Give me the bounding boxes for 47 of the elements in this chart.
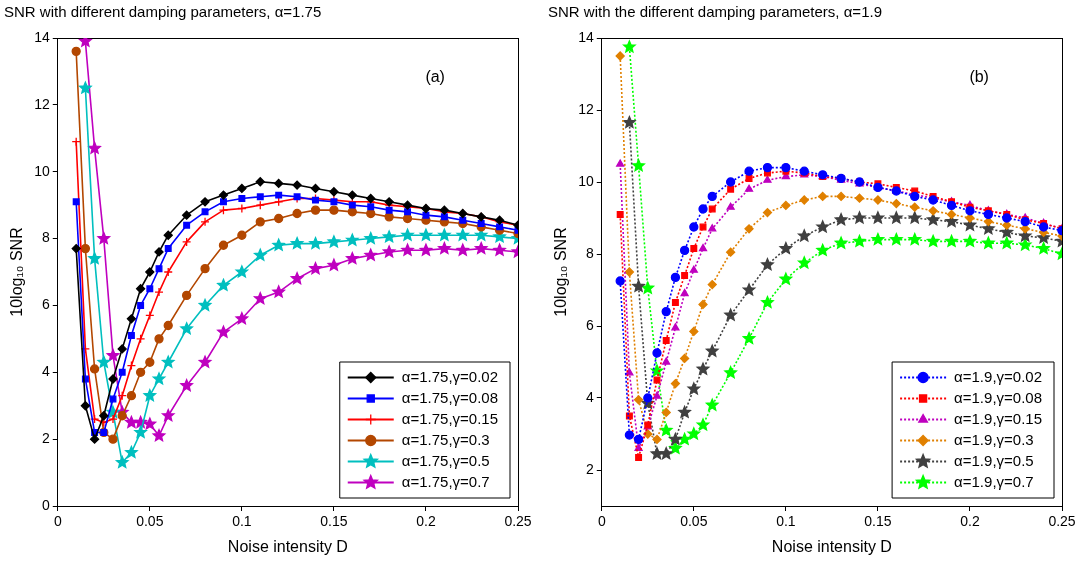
legend-label: α=1.9,γ=0.3: [954, 430, 1034, 448]
y-tick-label: 12: [34, 95, 50, 112]
y-tick-label: 8: [585, 244, 594, 261]
legend-label: α=1.75,γ=0.5: [401, 451, 490, 469]
legend-label: α=1.9,γ=0.02: [954, 367, 1042, 385]
y-tick-label: 4: [585, 388, 594, 405]
y-tick-label: 4: [41, 363, 50, 380]
legend-label: α=1.9,γ=0.15: [954, 409, 1042, 427]
x-tick-label: 0.15: [864, 513, 892, 530]
legend-label: α=1.75,γ=0.08: [401, 388, 498, 406]
y-tick-label: 10: [578, 172, 594, 189]
chart-title: SNR with different damping parameters, α=1.75: [4, 3, 322, 21]
annotation: (a): [425, 68, 445, 86]
x-tick-label: 0.2: [416, 513, 436, 530]
y-tick-label: 6: [585, 316, 594, 333]
x-tick-label: 0.25: [1048, 513, 1076, 530]
legend-label: α=1.9,γ=0.08: [954, 388, 1042, 406]
x-tick-label: 0.05: [136, 513, 164, 530]
x-axis-title: Noise intensity D: [771, 537, 892, 555]
y-tick-label: 8: [41, 229, 50, 246]
chart-title: SNR with the different damping parameters, α=1.9: [548, 3, 882, 21]
y-tick-label: 2: [585, 460, 594, 477]
x-tick-label: 0.15: [320, 513, 348, 530]
legend-label: α=1.75,γ=0.7: [401, 472, 490, 490]
y-tick-label: 2: [41, 430, 50, 446]
y-tick-label: 0: [41, 496, 50, 513]
x-tick-label: 0.2: [960, 513, 980, 530]
x-tick-label: 0.1: [232, 513, 252, 530]
y-tick-label: 14: [34, 28, 50, 45]
legend-label: α=1.75,γ=0.02: [401, 367, 498, 385]
x-tick-label: 0.05: [680, 513, 708, 530]
x-tick-label: 0: [597, 513, 606, 530]
x-axis-title: Noise intensity D: [227, 537, 348, 555]
x-tick-label: 0.1: [776, 513, 796, 530]
y-axis-title: 10log₁₀ SNR: [552, 227, 570, 317]
x-tick-label: 0: [53, 513, 62, 530]
legend-label: α=1.9,γ=0.7: [954, 472, 1034, 490]
x-tick-label: 0.25: [504, 513, 532, 530]
y-tick-label: 12: [578, 100, 594, 117]
y-axis-title: 10log₁₀ SNR: [8, 227, 26, 317]
y-tick-label: 6: [41, 296, 50, 313]
annotation: (b): [969, 68, 989, 86]
y-tick-label: 14: [578, 28, 594, 45]
y-tick-label: 10: [34, 162, 50, 179]
legend-label: α=1.75,γ=0.3: [401, 430, 490, 448]
legend-label: α=1.75,γ=0.15: [401, 409, 498, 427]
legend-label: α=1.9,γ=0.5: [954, 451, 1034, 469]
